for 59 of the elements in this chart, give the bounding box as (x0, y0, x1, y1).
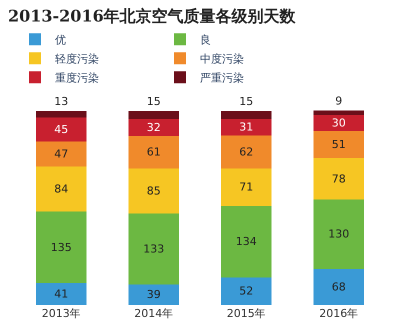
bar (128, 168, 180, 214)
data-label: 15 (146, 94, 161, 108)
bar (36, 211, 87, 284)
x-tick-label: 2015年 (226, 307, 266, 320)
data-label: 45 (54, 123, 68, 136)
bar (220, 206, 272, 278)
bar (220, 135, 272, 168)
data-label: 30 (332, 116, 346, 130)
bar (220, 168, 272, 206)
bar (220, 277, 272, 305)
bar (128, 284, 180, 305)
chart-title: 2013-2016年北京空气质量各级别天数 (8, 6, 297, 26)
bar (128, 136, 180, 168)
bar (313, 131, 364, 158)
legend-label: 轻度污染 (55, 52, 99, 66)
data-label: 52 (239, 284, 254, 298)
data-label: 62 (239, 145, 254, 158)
x-tick-label: 2016年 (319, 307, 358, 320)
data-label: 41 (54, 288, 68, 301)
data-label: 15 (239, 94, 254, 108)
x-tick-label: 2014年 (134, 307, 174, 320)
bar (128, 213, 180, 284)
data-label: 47 (54, 148, 68, 161)
bar (313, 268, 364, 305)
data-label: 135 (50, 240, 72, 254)
bar (36, 110, 87, 118)
bar (36, 142, 87, 167)
data-label: 134 (236, 235, 257, 248)
data-label: 39 (146, 288, 161, 302)
bar (128, 110, 180, 119)
data-label: 61 (146, 146, 161, 159)
bar (313, 110, 364, 116)
data-label: 85 (146, 184, 161, 198)
bar (36, 166, 87, 212)
bar (128, 118, 180, 136)
data-label: 32 (146, 120, 161, 134)
bar (36, 283, 87, 305)
data-label: 71 (239, 180, 254, 194)
data-label: 51 (332, 138, 346, 152)
data-label: 84 (54, 182, 68, 196)
data-label: 133 (143, 242, 164, 256)
legend-label: 重度污染 (55, 72, 99, 85)
data-label: 31 (239, 120, 254, 134)
legend-label: 良 (200, 34, 211, 47)
legend-label: 优 (55, 34, 66, 47)
bar (313, 158, 364, 200)
bar (36, 118, 87, 142)
x-tick-label: 2013年 (42, 307, 81, 320)
bar (313, 115, 364, 131)
bar (220, 110, 272, 119)
legend-label: 中度污染 (200, 52, 244, 66)
data-label: 68 (332, 280, 346, 294)
bar (313, 200, 364, 269)
bar (220, 118, 272, 136)
data-label: 130 (328, 228, 350, 241)
legend-label: 严重污染 (200, 72, 244, 85)
data-label: 78 (332, 172, 346, 186)
data-label: 9 (335, 94, 342, 108)
data-label: 13 (54, 94, 68, 108)
